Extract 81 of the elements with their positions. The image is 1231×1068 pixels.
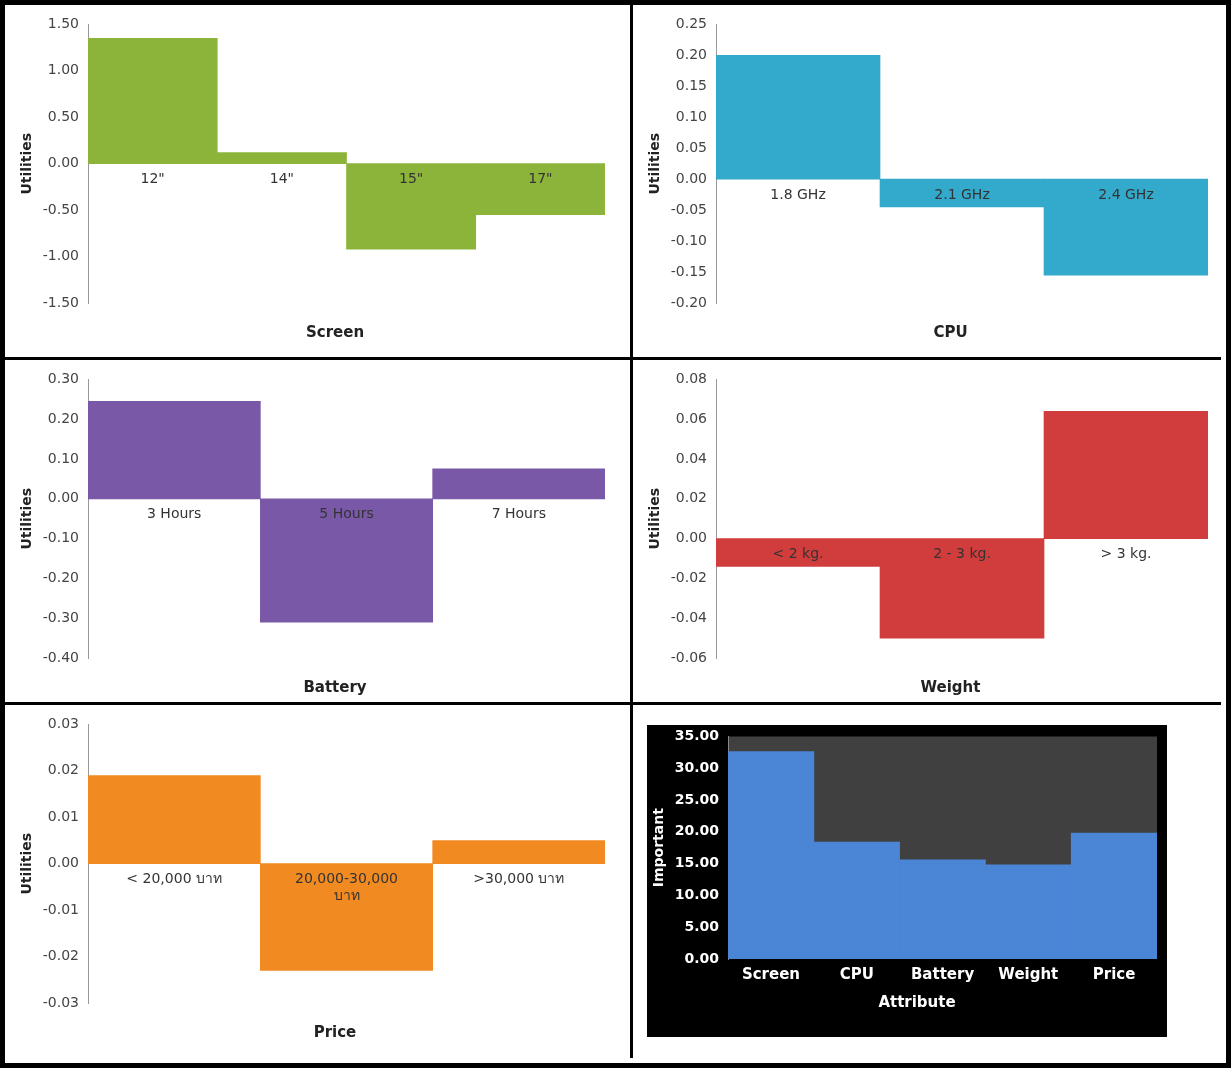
y-tick-label: 0.20 bbox=[675, 46, 708, 62]
x-axis-title: Screen bbox=[304, 323, 366, 341]
y-tick-label: 0.01 bbox=[47, 807, 80, 824]
y-tick-label: 20.00 bbox=[674, 822, 720, 839]
y-axis-title: Utilities bbox=[18, 832, 35, 895]
x-tick-label: 2.4 GHz bbox=[1098, 185, 1154, 202]
x-tick-label: Price bbox=[1092, 965, 1136, 984]
x-axis-title: Battery bbox=[302, 678, 368, 696]
x-tick-label: 7 Hours bbox=[491, 505, 547, 522]
y-tick-label: 0.50 bbox=[47, 107, 80, 124]
y-tick-label: 0.08 bbox=[675, 370, 708, 387]
x-tick-label: Weight bbox=[998, 965, 1059, 984]
y-tick-label: 0.03 bbox=[47, 715, 80, 732]
y-tick-label: 0.05 bbox=[675, 138, 708, 155]
x-tick-label: 14" bbox=[269, 170, 295, 187]
x-tick-label: 2 - 3 kg. bbox=[933, 545, 991, 562]
x-tick-label: 2.1 GHz bbox=[934, 185, 990, 202]
y-axis-title: Utilities bbox=[18, 487, 35, 550]
x-tick-label: < 2 kg. bbox=[772, 545, 824, 562]
y-tick-label: 0.00 bbox=[684, 949, 720, 966]
x-tick-label: CPU bbox=[839, 965, 874, 984]
y-tick-label: 0.10 bbox=[47, 449, 80, 466]
y-tick-label: -1.00 bbox=[42, 247, 80, 264]
y-tick-label: -1.50 bbox=[42, 293, 80, 310]
y-tick-label: 0.00 bbox=[47, 489, 80, 506]
y-axis-title: Utilities bbox=[646, 487, 663, 550]
y-tick-label: 5.00 bbox=[684, 917, 720, 934]
y-tick-label: -0.40 bbox=[42, 648, 80, 665]
y-tick-label: 35.00 bbox=[674, 727, 720, 744]
x-tick-label: Screen bbox=[741, 965, 801, 984]
y-tick-label: 0.10 bbox=[675, 107, 708, 124]
x-axis-title: Weight bbox=[919, 678, 982, 696]
y-tick-label: 0.02 bbox=[675, 489, 708, 506]
x-tick-label: 1.8 GHz bbox=[770, 185, 826, 202]
y-tick-label: -0.06 bbox=[670, 648, 708, 665]
y-tick-label: -0.30 bbox=[42, 608, 80, 625]
x-tick-label: Battery bbox=[910, 965, 975, 984]
y-tick-label: 0.02 bbox=[47, 761, 80, 778]
y-tick-label: 1.50 bbox=[47, 15, 80, 32]
y-tick-label: 0.06 bbox=[675, 409, 708, 426]
x-tick-label: 5 Hours bbox=[319, 505, 374, 522]
y-tick-label: -0.20 bbox=[670, 293, 708, 310]
x-axis-title: Price bbox=[312, 1023, 358, 1041]
y-tick-label: 0.20 bbox=[47, 409, 80, 426]
y-tick-label: 0.00 bbox=[675, 169, 708, 186]
x-tick-label: < 20,000 บาท bbox=[126, 870, 222, 887]
y-tick-label: -0.15 bbox=[670, 262, 708, 279]
x-tick-label: 20,000-30,000 บาท bbox=[295, 870, 399, 904]
y-tick-label: 30.00 bbox=[674, 758, 720, 775]
y-tick-label: -0.10 bbox=[42, 529, 80, 546]
y-tick-label: 1.00 bbox=[47, 61, 80, 78]
y-tick-label: 0.15 bbox=[675, 76, 708, 93]
x-tick-label: 17" bbox=[528, 170, 553, 187]
y-tick-label: -0.01 bbox=[42, 900, 80, 917]
y-tick-label: -0.05 bbox=[670, 200, 708, 217]
y-tick-label: 0.00 bbox=[47, 154, 80, 171]
x-tick-label: >30,000 บาท bbox=[473, 870, 565, 887]
y-tick-label: -0.02 bbox=[42, 947, 80, 964]
y-tick-label: 10.00 bbox=[674, 886, 720, 903]
x-tick-label: 15" bbox=[399, 170, 424, 187]
y-tick-label: 0.25 bbox=[675, 15, 708, 32]
x-tick-label: > 3 kg. bbox=[1100, 545, 1152, 562]
x-tick-label: 12" bbox=[140, 170, 165, 187]
y-tick-label: -0.03 bbox=[42, 993, 80, 1010]
y-tick-label: -0.50 bbox=[42, 200, 80, 217]
y-tick-label: 25.00 bbox=[674, 790, 720, 807]
y-tick-label: 0.04 bbox=[675, 449, 708, 466]
y-tick-label: 0.00 bbox=[675, 529, 708, 546]
y-axis-title: Utilities bbox=[646, 132, 663, 195]
y-tick-label: -0.20 bbox=[42, 569, 80, 586]
y-tick-label: -0.02 bbox=[670, 569, 708, 586]
y-tick-label: 15.00 bbox=[674, 854, 720, 871]
y-tick-label: 0.00 bbox=[47, 854, 80, 871]
y-axis-title: Important bbox=[650, 807, 667, 888]
x-tick-label: 3 Hours bbox=[147, 505, 202, 522]
y-axis-title: Utilities bbox=[18, 132, 35, 195]
x-axis-title: Attribute bbox=[877, 993, 957, 1011]
y-tick-label: -0.04 bbox=[670, 608, 708, 625]
x-axis-title: CPU bbox=[932, 323, 969, 341]
y-tick-label: 0.30 bbox=[47, 370, 80, 387]
y-tick-label: -0.10 bbox=[670, 231, 708, 248]
